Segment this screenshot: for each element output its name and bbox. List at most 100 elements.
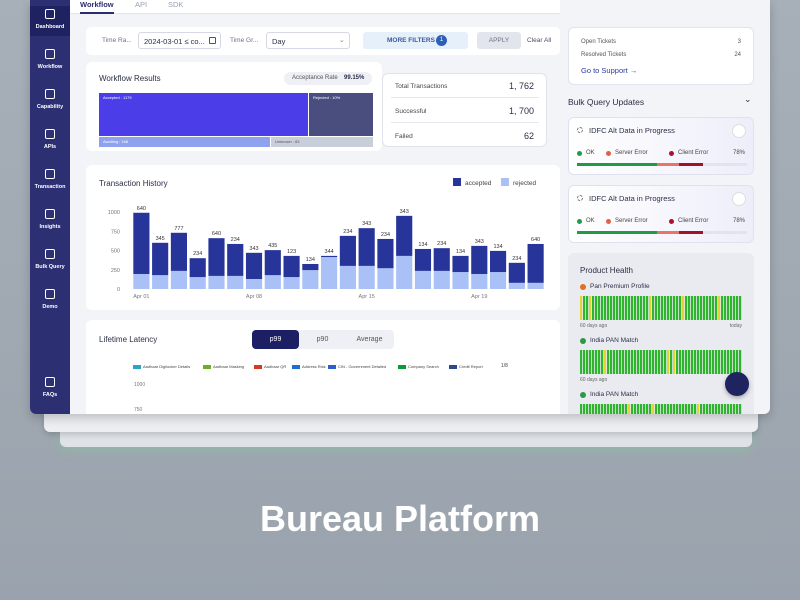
sidebar-item[interactable]: FAQs (30, 374, 70, 404)
status-dot (669, 151, 674, 156)
health-cell (664, 350, 667, 374)
health-cell (595, 296, 598, 320)
latency-tab[interactable]: Average (356, 336, 383, 343)
legend-swatch (133, 365, 141, 369)
health-cell (631, 404, 634, 414)
bar-segment (339, 235, 356, 266)
open-button[interactable] (732, 192, 746, 206)
y-tick-label: 1000 (134, 382, 146, 388)
health-start: 60 days ago (580, 377, 608, 383)
date-input[interactable]: 2024-03-01 ≤ co... (138, 32, 221, 49)
filter-count: 1 (436, 35, 447, 46)
status-label: Client Error (678, 150, 709, 156)
sidebar-icon (45, 129, 55, 139)
health-cell (616, 350, 619, 374)
health-cell (655, 296, 658, 320)
progress-bar (703, 163, 747, 166)
tab[interactable]: Workflow (80, 0, 114, 14)
legend-swatch (449, 365, 457, 369)
chat-button[interactable] (725, 372, 749, 396)
clear-all[interactable]: Clear All (527, 37, 552, 44)
sidebar-item[interactable]: Insights (30, 206, 70, 236)
product-name: Pan Premium Profile (590, 283, 650, 290)
health-cell (589, 350, 592, 374)
health-cell (592, 404, 595, 414)
bar-segment (527, 282, 544, 289)
bar-segment (433, 270, 450, 289)
legend-swatch (501, 178, 509, 186)
health-cell (736, 296, 739, 320)
health-cell (598, 296, 601, 320)
health-cell (664, 404, 667, 414)
stat-label: Total Transactions (395, 83, 448, 90)
more-filters[interactable]: MORE FILTERS 1 (363, 32, 468, 49)
bar-segment (508, 282, 525, 289)
x-tick-label: Apr 01 (133, 294, 149, 300)
sidebar-icon (45, 89, 55, 99)
health-cell (610, 296, 613, 320)
result-segment: Accepted : 1179 (99, 93, 308, 136)
apply-button[interactable]: APPLY (477, 32, 521, 49)
status-label: Client Error (678, 218, 709, 224)
product-health-card: Product Health Pan Premium Profile 60 days… (568, 253, 754, 414)
sidebar-label: Dashboard (35, 24, 65, 30)
health-cell (670, 404, 673, 414)
bar-segment (283, 255, 300, 278)
health-cell (613, 404, 616, 414)
bar-segment (170, 270, 188, 289)
query-percent: 78% (732, 150, 745, 156)
health-cell (718, 350, 721, 374)
status-label: Server Error (615, 150, 648, 156)
sidebar-item[interactable]: Transaction (30, 166, 70, 196)
tab[interactable]: API (135, 0, 148, 9)
health-cell (640, 350, 643, 374)
sidebar-item[interactable]: Dashboard (30, 6, 70, 36)
sidebar-label: FAQs (42, 392, 58, 398)
bar-segment (283, 277, 300, 289)
bar-segment (489, 272, 507, 289)
stack-card (44, 412, 758, 432)
product-name: India PAN Match (590, 391, 639, 398)
health-cell (628, 350, 631, 374)
health-cell (721, 350, 724, 374)
sidebar-item[interactable]: Demo (30, 286, 70, 316)
progress-bar (703, 231, 747, 234)
sidebar-item[interactable]: Bulk Query (30, 246, 70, 276)
bar-label: 234 (381, 232, 390, 238)
status-label: Server Error (615, 218, 648, 224)
chevron: ⌄ (744, 94, 752, 104)
health-cell (709, 296, 712, 320)
health-cell (700, 404, 703, 414)
latency-tab[interactable]: p90 (316, 336, 329, 343)
status-dot (577, 219, 582, 224)
support-link[interactable]: Go to Support → (581, 66, 638, 75)
bar-segment (302, 270, 319, 289)
latency-tabs: p99 p90 Average (252, 330, 394, 349)
legend-pager[interactable]: 1/8 (501, 363, 508, 369)
transaction-history-card: Transaction History accepted rejected 0 250 5… (86, 165, 560, 310)
sidebar-item[interactable]: Workflow (30, 46, 70, 76)
open-button[interactable] (732, 124, 746, 138)
health-cell (664, 296, 667, 320)
health-cell (736, 350, 739, 374)
health-cell (592, 296, 595, 320)
progress-icon (577, 195, 583, 201)
tab[interactable]: SDK (168, 0, 184, 9)
sidebar-icon (45, 9, 55, 19)
health-cell (721, 404, 724, 414)
latency-tab[interactable]: p99 (252, 330, 299, 349)
legend-swatch (398, 365, 406, 369)
sidebar-icon (45, 169, 55, 179)
health-cell (601, 350, 604, 374)
sidebar-item[interactable]: Capability (30, 86, 70, 116)
health-cell (649, 404, 652, 414)
health-cell (676, 350, 679, 374)
bar-segment (189, 277, 206, 289)
health-cell (628, 404, 631, 414)
health-cell (619, 296, 622, 320)
group-select[interactable]: Day ⌄ (266, 32, 350, 49)
sidebar-item[interactable]: APIs (30, 126, 70, 156)
status-dot (606, 151, 611, 156)
bar-segment (245, 252, 263, 279)
health-bar (580, 404, 742, 414)
